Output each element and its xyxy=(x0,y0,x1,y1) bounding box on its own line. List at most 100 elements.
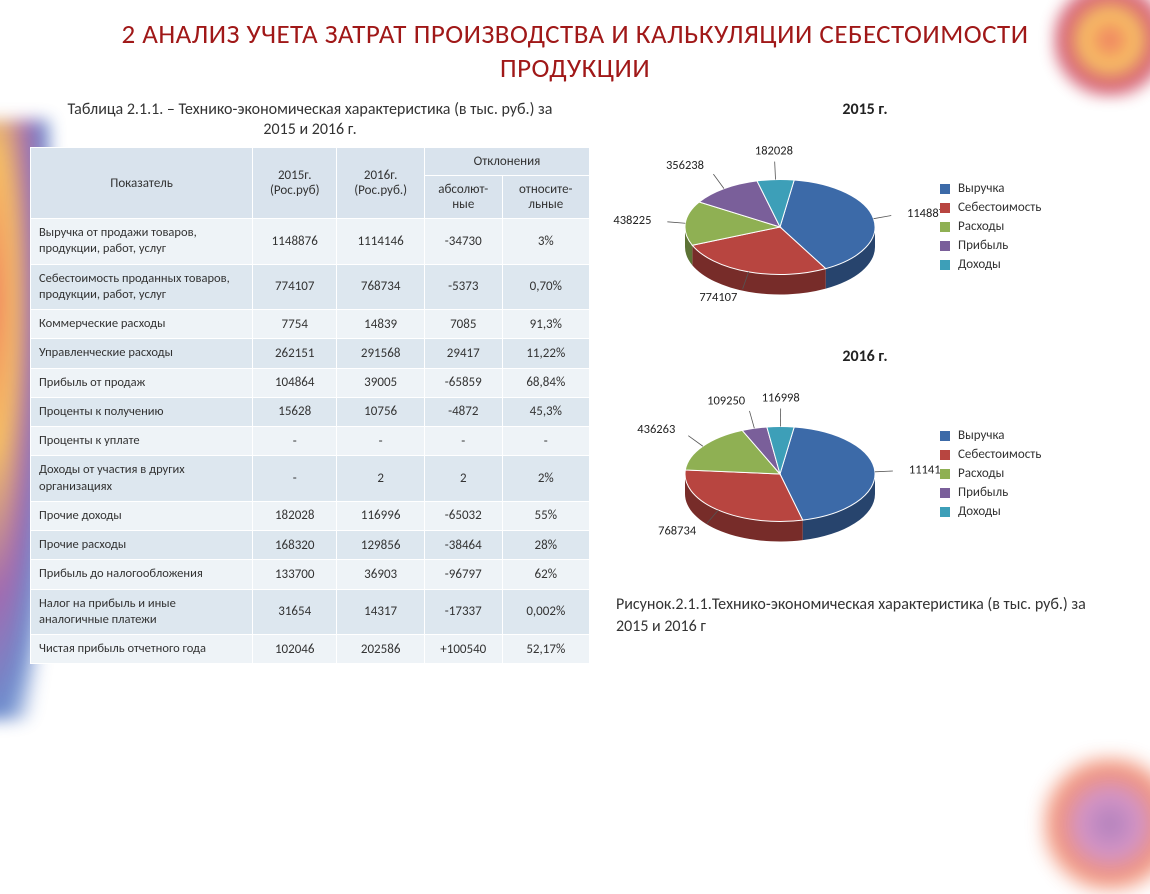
table-row: Проценты к получению1562810756-487245,3% xyxy=(31,397,590,426)
row-rel: 68,84% xyxy=(502,368,589,397)
row-label: Прочие расходы xyxy=(31,531,253,560)
col-dev: Отклонения xyxy=(424,148,589,176)
row-2016: 36903 xyxy=(337,560,425,589)
legend-item: Прибыль xyxy=(940,485,1041,500)
row-2015: 102046 xyxy=(253,635,337,664)
legend-item: Расходы xyxy=(940,466,1041,481)
chart-2016: 2016 г. 1114146768734436263109250116998 … xyxy=(610,347,1120,584)
row-2016: - xyxy=(337,427,425,456)
row-2016: 202586 xyxy=(337,635,425,664)
table-row: Управленческие расходы262151291568294171… xyxy=(31,339,590,368)
row-label: Чистая прибыль отчетного года xyxy=(31,635,253,664)
row-abs: -17337 xyxy=(424,589,502,635)
legend-swatch xyxy=(940,450,950,460)
col-indicator: Показатель xyxy=(31,148,253,219)
legend-item: Себестоимость xyxy=(940,447,1041,462)
row-abs: -65032 xyxy=(424,501,502,530)
row-label: Прибыль до налогообложения xyxy=(31,560,253,589)
row-rel: - xyxy=(502,427,589,456)
table-row: Коммерческие расходы775414839708591,3% xyxy=(31,310,590,339)
pie-2015: 1148876774107438225356238182028 xyxy=(610,117,940,337)
row-abs: +100540 xyxy=(424,635,502,664)
row-2015: 1148876 xyxy=(253,219,337,265)
row-2016: 2 xyxy=(337,456,425,502)
row-2015: 133700 xyxy=(253,560,337,589)
legend-item: Расходы xyxy=(940,219,1041,234)
legend-item: Выручка xyxy=(940,181,1041,196)
legend-label: Прибыль xyxy=(958,485,1008,500)
table-row: Прибыль от продаж10486439005-6585968,84% xyxy=(31,368,590,397)
table-row: Чистая прибыль отчетного года10204620258… xyxy=(31,635,590,664)
chart-2015: 2015 г. 1148876774107438225356238182028 … xyxy=(610,100,1120,337)
table-row: Проценты к уплате---- xyxy=(31,427,590,456)
row-rel: 0,002% xyxy=(502,589,589,635)
legend-item: Прибыль xyxy=(940,238,1041,253)
row-abs: -96797 xyxy=(424,560,502,589)
legend-swatch xyxy=(940,488,950,498)
row-label: Прочие доходы xyxy=(31,501,253,530)
row-2015: 168320 xyxy=(253,531,337,560)
pie-data-label: 436263 xyxy=(637,421,675,436)
pie-2016: 1114146768734436263109250116998 xyxy=(610,364,940,584)
row-2015: 182028 xyxy=(253,501,337,530)
table-row: Прочие доходы182028116996-6503255% xyxy=(31,501,590,530)
row-rel: 28% xyxy=(502,531,589,560)
pie-data-label: 768734 xyxy=(658,523,697,538)
row-rel: 11,22% xyxy=(502,339,589,368)
row-rel: 0,70% xyxy=(502,264,589,310)
pie-data-label: 356238 xyxy=(666,157,704,172)
row-label: Доходы от участия в других организациях xyxy=(31,456,253,502)
row-abs: -4872 xyxy=(424,397,502,426)
row-2016: 768734 xyxy=(337,264,425,310)
row-abs: 7085 xyxy=(424,310,502,339)
row-abs: -5373 xyxy=(424,264,502,310)
row-abs: 2 xyxy=(424,456,502,502)
table-row: Налог на прибыль и иные аналогичные плат… xyxy=(31,589,590,635)
row-abs: 29417 xyxy=(424,339,502,368)
pie-data-label: 182028 xyxy=(755,143,793,158)
row-2015: - xyxy=(253,427,337,456)
table-row: Прочие расходы168320129856-3846428% xyxy=(31,531,590,560)
row-label: Себестоимость проданных товаров, продукц… xyxy=(31,264,253,310)
legend-swatch xyxy=(940,469,950,479)
row-2016: 129856 xyxy=(337,531,425,560)
row-2015: 104864 xyxy=(253,368,337,397)
legend-swatch xyxy=(940,260,950,270)
row-label: Проценты к уплате xyxy=(31,427,253,456)
legend-item: Доходы xyxy=(940,257,1041,272)
pie-data-label: 116998 xyxy=(762,390,800,405)
table-section: Таблица 2.1.1. – Технико-экономическая х… xyxy=(30,100,590,665)
page-title: 2 АНАЛИЗ УЧЕТА ЗАТРАТ ПРОИЗВОДСТВА И КАЛ… xyxy=(90,18,1060,86)
row-2015: 31654 xyxy=(253,589,337,635)
row-label: Управленческие расходы xyxy=(31,339,253,368)
legend-label: Себестоимость xyxy=(958,200,1041,215)
row-2015: 7754 xyxy=(253,310,337,339)
row-rel: 55% xyxy=(502,501,589,530)
legend-label: Расходы xyxy=(958,466,1004,481)
pie-data-label: 774107 xyxy=(699,290,737,305)
row-rel: 62% xyxy=(502,560,589,589)
legend-item: Себестоимость xyxy=(940,200,1041,215)
legend-label: Выручка xyxy=(958,181,1005,196)
row-label: Проценты к получению xyxy=(31,397,253,426)
row-2016: 14839 xyxy=(337,310,425,339)
legend-item: Выручка xyxy=(940,428,1041,443)
table-caption: Таблица 2.1.1. – Технико-экономическая х… xyxy=(30,100,590,142)
legend-label: Расходы xyxy=(958,219,1004,234)
row-label: Коммерческие расходы xyxy=(31,310,253,339)
legend-label: Выручка xyxy=(958,428,1005,443)
col-2015: 2015г. (Рос.руб) xyxy=(253,148,337,219)
pie-data-label: 109250 xyxy=(707,393,746,408)
legend-label: Доходы xyxy=(958,257,1001,272)
legend-swatch xyxy=(940,222,950,232)
row-abs: -34730 xyxy=(424,219,502,265)
legend-swatch xyxy=(940,203,950,213)
legend-item: Доходы xyxy=(940,504,1041,519)
row-2016: 14317 xyxy=(337,589,425,635)
legend-swatch xyxy=(940,241,950,251)
row-rel: 52,17% xyxy=(502,635,589,664)
row-2016: 1114146 xyxy=(337,219,425,265)
row-2015: - xyxy=(253,456,337,502)
table-row: Себестоимость проданных товаров, продукц… xyxy=(31,264,590,310)
legend-label: Прибыль xyxy=(958,238,1008,253)
